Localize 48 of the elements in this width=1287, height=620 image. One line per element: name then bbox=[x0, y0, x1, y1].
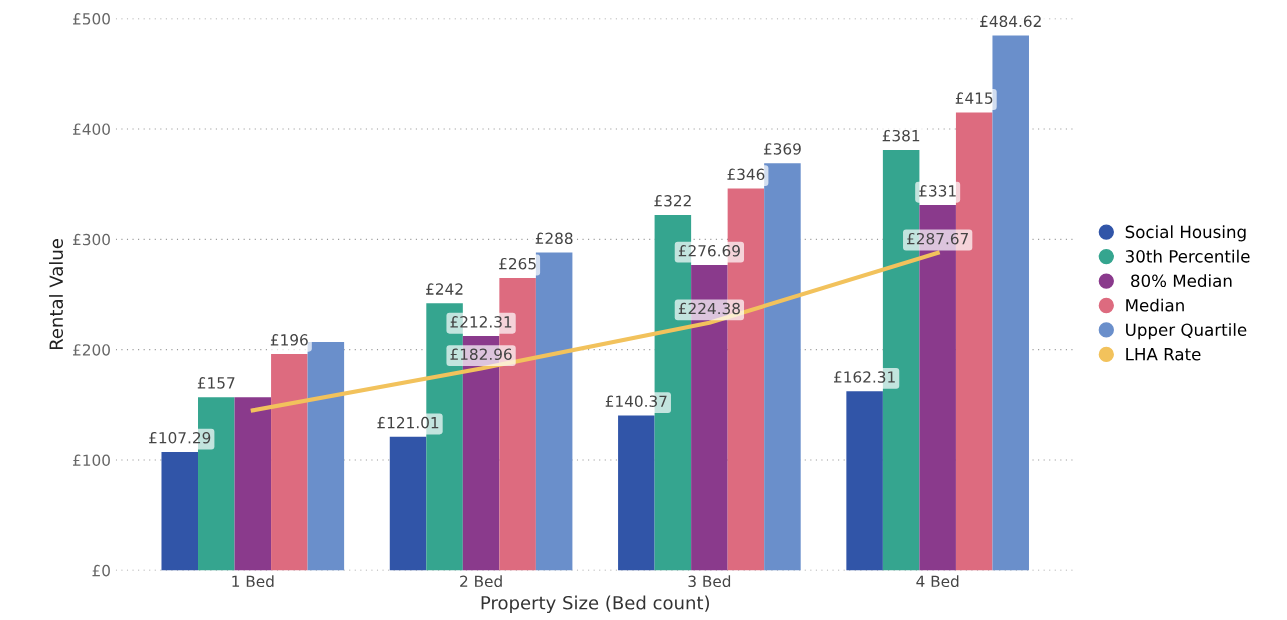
bar bbox=[992, 35, 1029, 571]
data-label: £212.31 bbox=[450, 316, 512, 328]
legend-label: 30th Percentile bbox=[1125, 249, 1250, 263]
data-label: £369 bbox=[763, 143, 801, 155]
bar bbox=[846, 391, 883, 571]
y-tick-label: £300 bbox=[73, 233, 110, 246]
x-axis-title: Property Size (Bed count) bbox=[481, 595, 710, 614]
data-label: £121.01 bbox=[377, 416, 439, 429]
data-label: £484.62 bbox=[980, 15, 1041, 28]
data-label: £276.69 bbox=[678, 245, 740, 257]
legend-label: Social Housing bbox=[1125, 225, 1246, 242]
data-label: £224.38 bbox=[678, 302, 740, 315]
y-tick-label: £400 bbox=[73, 123, 110, 135]
bar bbox=[535, 252, 573, 571]
bar bbox=[307, 341, 345, 571]
data-label: £381 bbox=[882, 129, 920, 142]
bar bbox=[618, 415, 655, 571]
legend-label: LHA Rate bbox=[1126, 348, 1201, 361]
data-label: £157 bbox=[197, 377, 235, 389]
data-label: £196 bbox=[270, 334, 308, 346]
bar bbox=[764, 163, 801, 571]
legend-label: 80% Median bbox=[1131, 274, 1232, 288]
x-tick-label: 3 Bed bbox=[688, 575, 731, 588]
data-label: £287.67 bbox=[907, 232, 968, 245]
y-tick-label: £0 bbox=[92, 564, 110, 577]
data-label: £265 bbox=[499, 257, 536, 270]
bar bbox=[161, 451, 199, 571]
data-label: £346 bbox=[727, 168, 765, 181]
data-label: £288 bbox=[535, 232, 573, 245]
data-label: £331 bbox=[919, 185, 956, 197]
y-tick-label: £100 bbox=[73, 454, 110, 467]
data-label: £107.29 bbox=[149, 431, 211, 444]
y-tick-label: £500 bbox=[73, 13, 110, 25]
data-label: £322 bbox=[654, 195, 691, 207]
x-tick-label: 1 Bed bbox=[232, 575, 274, 588]
bar bbox=[234, 397, 272, 571]
data-label: £182.96 bbox=[450, 348, 512, 361]
legend-label: Upper Quartile bbox=[1126, 323, 1247, 340]
bar bbox=[389, 436, 427, 571]
y-axis-title: Rental Value bbox=[49, 239, 64, 350]
data-label: £415 bbox=[955, 92, 993, 104]
y-tick-label: £200 bbox=[73, 344, 110, 356]
x-tick-label: 2 Bed bbox=[460, 575, 502, 588]
data-label: £162.31 bbox=[833, 371, 895, 383]
data-label: £242 bbox=[426, 283, 463, 295]
legend-label: Median bbox=[1126, 298, 1184, 312]
data-label: £140.37 bbox=[605, 395, 667, 408]
x-tick-label: 4 Bed bbox=[916, 575, 959, 588]
